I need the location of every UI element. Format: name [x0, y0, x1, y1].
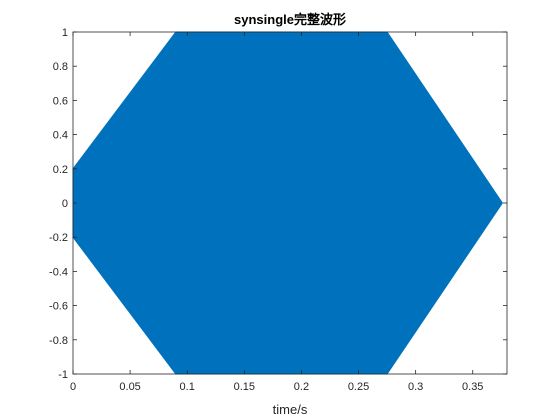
waveform-envelope	[72, 31, 504, 375]
x-tick-label: 0	[70, 381, 76, 393]
y-tick-label: -0.4	[49, 266, 68, 278]
x-tick-label: 0.35	[462, 381, 483, 393]
y-tick-label: -1	[58, 369, 68, 381]
y-tick-label: -0.2	[49, 232, 68, 244]
x-tick-label: 0.25	[348, 381, 369, 393]
y-tick-label: 0.4	[53, 130, 68, 142]
y-tick-label: -0.8	[49, 335, 68, 347]
y-tick-label: 1	[62, 27, 68, 39]
y-tick-label: 0.8	[53, 61, 68, 73]
x-tick-label: 0.3	[408, 381, 423, 393]
chart-title: synsingle完整波形	[234, 12, 346, 27]
x-tick-label: 0.1	[180, 381, 195, 393]
x-tick-label: 0.2	[294, 381, 309, 393]
y-tick-label: 0.6	[53, 95, 68, 107]
x-tick-label: 0.05	[119, 381, 140, 393]
x-tick-label: 0.15	[234, 381, 255, 393]
x-axis-label: time/s	[273, 402, 308, 417]
plot-area	[72, 31, 504, 375]
ticks: 0 0.05 0.1 0.15 0.2 0.25 0.3 0.35 -1 -0.8 -0.6 -0.4…	[49, 27, 507, 393]
y-tick-label: -0.6	[49, 301, 68, 313]
y-tick-label: 0.2	[53, 164, 68, 176]
y-tick-label: 0	[62, 198, 68, 210]
